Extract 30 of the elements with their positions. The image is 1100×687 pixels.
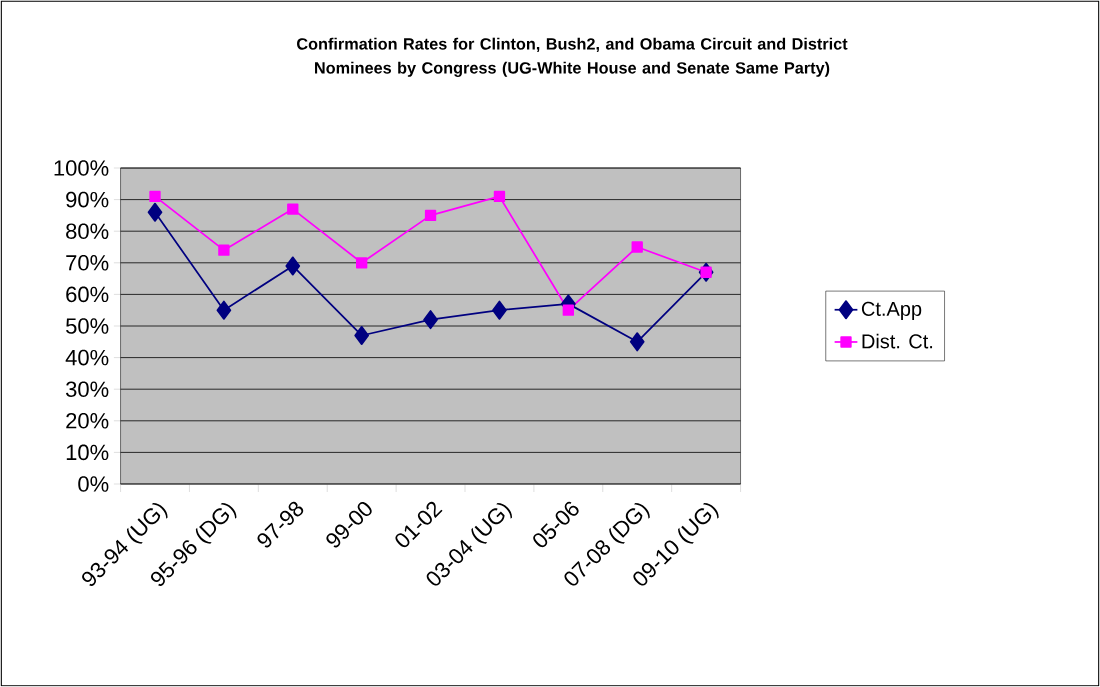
legend-label: Dist. Ct. xyxy=(862,333,933,349)
y-tick-label: 40% xyxy=(65,349,109,366)
y-tick-label: 50% xyxy=(66,318,109,334)
legend-label: Ct.App xyxy=(861,301,922,320)
point xyxy=(424,209,437,222)
point xyxy=(493,190,506,203)
point xyxy=(149,190,161,203)
y-tick-label: 20% xyxy=(66,413,109,429)
y-tick-label: 100% xyxy=(54,160,109,176)
y-tick-label: 80% xyxy=(66,223,109,239)
point xyxy=(216,300,232,320)
y-tick-label: 60% xyxy=(66,286,109,303)
y-tick-label: 0% xyxy=(78,476,109,492)
point xyxy=(218,244,230,256)
y-tick-label: 30% xyxy=(65,381,109,397)
y-tick-label: 70% xyxy=(66,255,109,271)
point xyxy=(562,304,574,316)
point xyxy=(629,332,645,352)
point xyxy=(356,257,368,269)
point xyxy=(147,202,163,222)
point xyxy=(354,325,370,346)
y-tick-label: 10% xyxy=(66,444,109,461)
point xyxy=(631,241,643,253)
point xyxy=(287,203,299,215)
y-tick-label: 90% xyxy=(66,191,109,208)
point xyxy=(700,266,712,278)
point xyxy=(492,300,507,320)
chart-title: Confirmation Rates for Clinton, Bush2, and Obama Circuit and District Nominees by Congress (UG-White House and Senate Same Party) xyxy=(297,37,848,77)
point xyxy=(285,256,301,276)
point xyxy=(423,310,438,330)
